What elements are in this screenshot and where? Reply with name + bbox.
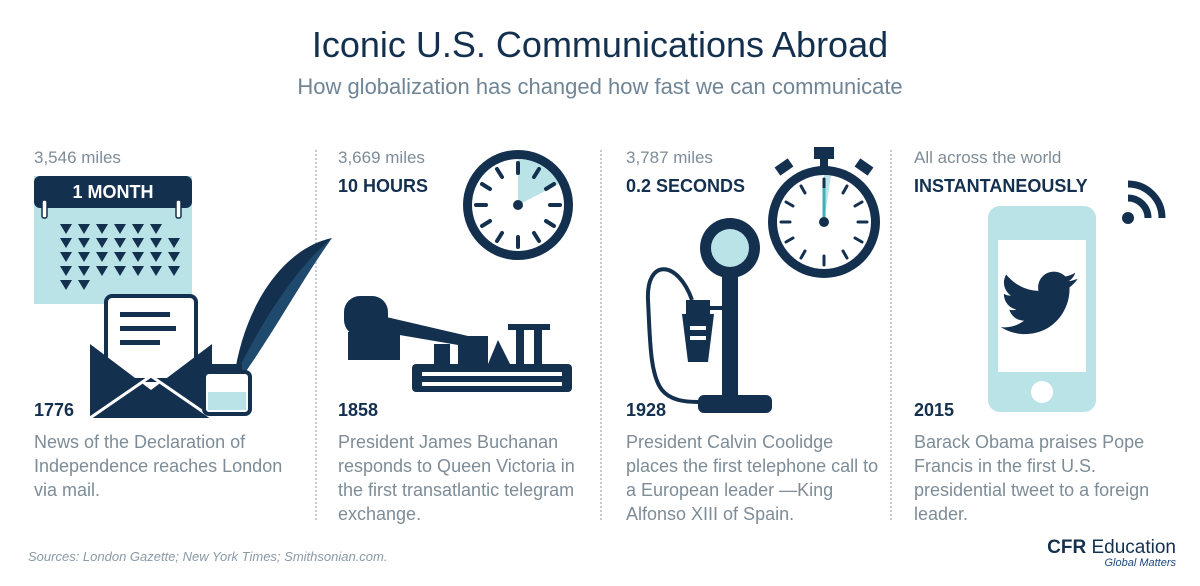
speed-label: 10 HOURS — [338, 176, 429, 196]
brand-tagline: Global Matters — [1104, 557, 1176, 569]
description-text: President Calvin Coolidge places the fir… — [626, 432, 879, 524]
panel-1776: 3,546 miles 1 MONTH 1776 News of the Dec… — [34, 140, 332, 530]
divider-1 — [315, 150, 317, 520]
distance-label: 3,787 miles — [626, 148, 713, 167]
panel-1928-illustration — [645, 147, 880, 413]
distance-label: 3,546 miles — [34, 148, 121, 167]
year-label: 1776 — [34, 400, 75, 420]
panel-1858: 3,669 miles 10 HOURS 1858 President Jame… — [338, 140, 618, 530]
description-text: News of the Declaration of Independence … — [34, 432, 283, 500]
panel-1776-illustration — [34, 176, 332, 420]
panel-2015-illustration — [988, 180, 1166, 412]
distance-label: All across the world — [914, 148, 1062, 167]
panel-2015: All across the world INSTANTANEOUSLY 201… — [914, 140, 1194, 530]
page-subtitle: How globalization has changed how fast w… — [297, 74, 903, 99]
twitter-bird-icon — [1000, 271, 1078, 335]
envelope-icon — [89, 294, 213, 420]
brand-rest: Education — [1086, 537, 1176, 558]
description-text: President James Buchanan responds to Que… — [338, 432, 575, 524]
stopwatch-icon — [768, 147, 880, 278]
panel-1928: 3,787 miles 0.2 SECONDS 1928 President C… — [626, 140, 906, 530]
brand-bold: CFR — [1047, 537, 1087, 558]
brand-name: CFR Education — [1047, 537, 1176, 559]
wifi-signal-icon — [1122, 180, 1166, 224]
speed-label: INSTANTANEOUSLY — [914, 176, 1088, 196]
sources-note: Sources: London Gazette; New York Times;… — [28, 549, 388, 564]
clock-icon — [463, 150, 573, 260]
year-label: 1858 — [338, 400, 379, 420]
divider-3 — [890, 150, 892, 520]
divider-2 — [600, 150, 602, 520]
telegraph-key-icon — [344, 296, 572, 392]
year-label: 1928 — [626, 400, 667, 420]
panel-1858-illustration — [344, 150, 573, 392]
cfr-education-logo: CFR Education Global Matters — [1047, 537, 1176, 569]
page-title: Iconic U.S. Communications Abroad — [311, 24, 889, 65]
distance-label: 3,669 miles — [338, 148, 425, 167]
description-text: Barack Obama praises Pope Francis in the… — [914, 432, 1150, 524]
year-label: 2015 — [914, 400, 955, 420]
speed-label: 0.2 SECONDS — [626, 176, 746, 196]
calendar-icon — [34, 176, 192, 304]
inkwell-icon — [202, 364, 252, 416]
speed-badge: 1 MONTH — [72, 182, 154, 202]
candlestick-telephone-icon — [645, 218, 772, 413]
